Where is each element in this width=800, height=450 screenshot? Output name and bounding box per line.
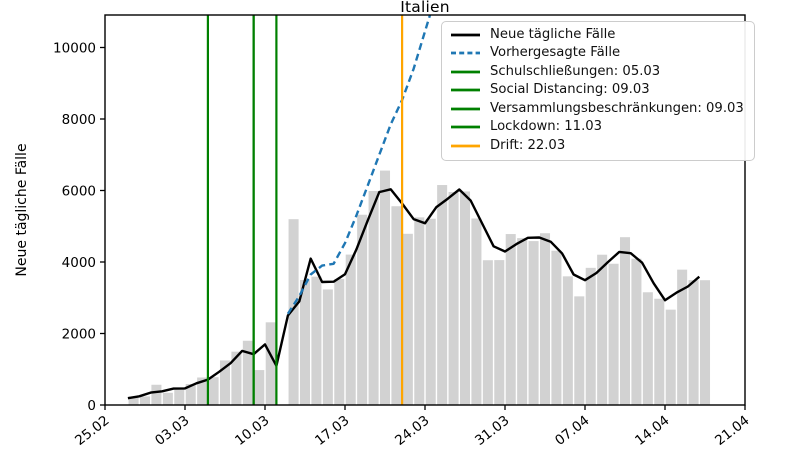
bar	[334, 278, 345, 405]
bar	[517, 238, 528, 405]
bar	[219, 360, 231, 405]
predicted-line	[286, 15, 432, 315]
bar	[139, 396, 151, 405]
bar	[665, 309, 676, 405]
legend-label: Neue tägliche Fälle	[490, 27, 616, 42]
bar	[608, 263, 619, 405]
y-tick-label: 4000	[62, 255, 96, 271]
x-tick-label: 14.04	[632, 413, 672, 449]
legend-label: Social Distancing: 09.03	[490, 82, 650, 98]
bar	[562, 276, 573, 405]
legend-item: Neue tägliche Fälle	[450, 28, 744, 42]
x-tick-label: 07.04	[552, 413, 592, 449]
y-tick-label: 10000	[53, 40, 96, 56]
legend-item: Lockdown: 11.03	[450, 120, 744, 134]
bar	[322, 289, 333, 405]
legend-label: Drift: 22.03	[490, 137, 566, 153]
bar	[585, 267, 596, 405]
bar	[311, 276, 322, 405]
bar	[459, 191, 471, 405]
bar	[265, 322, 276, 405]
bar	[128, 396, 139, 405]
bar	[414, 217, 425, 405]
bar	[494, 260, 505, 405]
legend-swatch	[451, 88, 480, 92]
y-tick-label: 8000	[62, 112, 96, 128]
bar	[448, 191, 459, 405]
bar	[345, 254, 356, 405]
x-tick-label: 31.03	[472, 413, 512, 449]
bar	[242, 340, 253, 405]
legend-label: Vorhergesagte Fälle	[490, 45, 621, 61]
bar	[642, 292, 653, 405]
bar	[654, 298, 665, 405]
legend-swatch	[451, 107, 480, 111]
bar	[677, 269, 688, 405]
legend-item: Drift: 22.03	[450, 137, 744, 153]
bar	[231, 351, 242, 405]
y-tick-label: 0	[87, 398, 96, 414]
bar	[528, 241, 539, 405]
legend-item: Versammlungsbeschränkungen: 09.03	[450, 100, 744, 116]
legend-swatch	[451, 70, 480, 74]
bar	[197, 377, 208, 405]
y-tick-label: 2000	[62, 326, 96, 342]
bar	[551, 250, 562, 405]
legend-label: Lockdown: 11.03	[490, 119, 603, 135]
bar	[597, 254, 608, 405]
x-tick-label: 10.03	[232, 413, 272, 449]
x-tick-label: 25.02	[72, 413, 112, 449]
bar	[505, 234, 516, 405]
observed-line	[127, 188, 701, 400]
bar	[699, 280, 711, 405]
bar	[425, 218, 436, 405]
bar	[391, 206, 402, 405]
x-tick-label: 17.03	[312, 413, 352, 449]
bar	[185, 384, 196, 405]
x-tick-label: 24.03	[392, 413, 432, 449]
bar	[151, 384, 162, 405]
bar	[368, 191, 379, 405]
bar	[288, 219, 299, 405]
y-axis-label: Neue tägliche Fälle	[14, 143, 30, 277]
bar	[688, 280, 699, 405]
bar	[299, 279, 311, 405]
legend: Neue tägliche Fälle Vorhergesagte Fälle Sc…	[441, 21, 755, 161]
bars-group	[128, 170, 711, 405]
legend-item: Schulschließungen: 05.03	[450, 65, 744, 79]
y-tick-label: 6000	[62, 183, 96, 199]
legend-label: Schulschließungen: 05.03	[490, 63, 661, 79]
bar	[254, 370, 265, 405]
legend-swatch	[451, 144, 480, 148]
bar	[402, 233, 413, 405]
legend-swatch	[451, 125, 480, 129]
bar	[174, 388, 185, 405]
legend-label: Versammlungsbeschränkungen: 09.03	[490, 100, 744, 116]
bar	[379, 170, 391, 405]
legend-swatch	[451, 33, 480, 37]
bar	[208, 377, 219, 405]
legend-swatch	[451, 51, 480, 55]
legend-item: Social Distancing: 09.03	[450, 83, 744, 97]
bar	[357, 214, 368, 405]
bar	[437, 185, 448, 405]
bar	[539, 233, 551, 405]
bar	[574, 296, 585, 405]
legend-item: Vorhergesagte Fälle	[450, 46, 744, 60]
x-tick-label: 03.03	[152, 413, 192, 449]
bar	[631, 258, 642, 405]
x-tick-label: 21.04	[712, 413, 752, 449]
bar	[619, 237, 631, 405]
bar	[162, 392, 173, 405]
bar	[471, 218, 482, 405]
chart-title: Italien	[400, 0, 450, 16]
bar	[482, 260, 493, 405]
